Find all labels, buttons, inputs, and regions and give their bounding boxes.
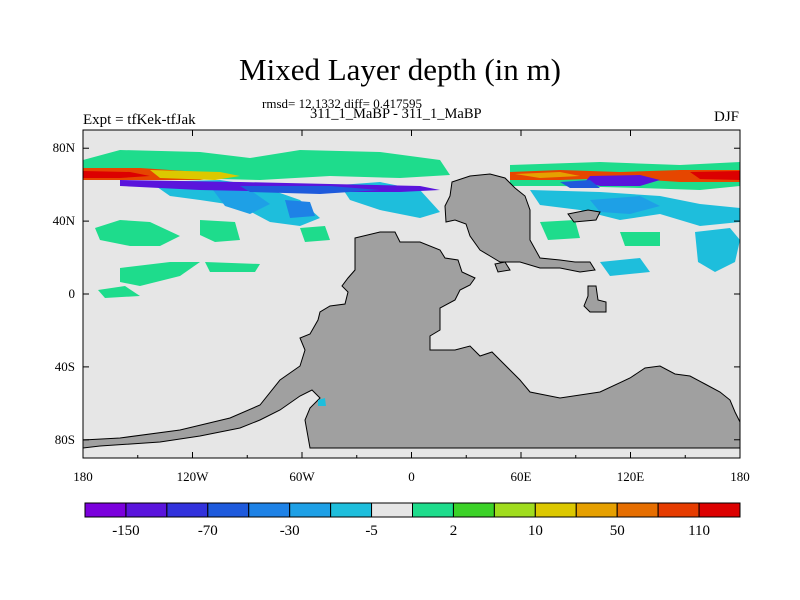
colorbar-swatch bbox=[493, 502, 536, 518]
lon-tick-label: 0 bbox=[408, 469, 415, 484]
colorbar-swatch bbox=[575, 502, 618, 518]
colorbar-swatch bbox=[616, 502, 659, 518]
lon-tick-label: 120E bbox=[617, 469, 645, 484]
contour-purple-band-east bbox=[585, 175, 660, 186]
longitude-axis: 180 120W 60W 0 60E 120E 180 bbox=[73, 130, 750, 484]
plot-title: Mixed Layer depth (in m) bbox=[239, 52, 561, 87]
contour-lightblue-east-2 bbox=[695, 228, 740, 272]
lon-tick-label: 180 bbox=[73, 469, 93, 484]
contour-lightblue-south bbox=[318, 398, 326, 406]
lon-tick-label: 180 bbox=[730, 469, 750, 484]
contour-blue-band-east bbox=[560, 180, 600, 188]
colorbar-label: -70 bbox=[198, 523, 218, 539]
colorbar-swatch bbox=[330, 502, 373, 518]
contour-green-west-3 bbox=[300, 226, 330, 242]
contour-green-west-4 bbox=[120, 262, 200, 286]
map-area bbox=[83, 130, 740, 458]
colorbar-swatch bbox=[125, 502, 168, 518]
land-northern-continent bbox=[444, 173, 596, 273]
colorbar-label: 110 bbox=[688, 523, 710, 539]
lat-tick-label: 0 bbox=[69, 286, 76, 301]
contour-darkred-band-east bbox=[690, 171, 740, 180]
contour-green-east-2 bbox=[620, 232, 660, 246]
lon-tick-label: 120W bbox=[177, 469, 210, 484]
latitude-axis: 80N 40N 0 40S 80S bbox=[53, 140, 740, 447]
colorbar-swatch bbox=[657, 502, 700, 518]
land-masses bbox=[83, 173, 740, 449]
land-island-2 bbox=[583, 285, 607, 313]
colorbar-label: -150 bbox=[112, 523, 140, 539]
colorbar: -150 -70 -30 -5 2 10 50 110 bbox=[84, 502, 741, 539]
colorbar-swatch bbox=[248, 502, 291, 518]
land-island-3 bbox=[494, 261, 511, 273]
colorbar-label: 2 bbox=[450, 523, 458, 539]
colorbar-swatch bbox=[289, 502, 332, 518]
contour-blue-east-1 bbox=[590, 196, 660, 214]
lat-tick-label: 80S bbox=[55, 432, 75, 447]
colorbar-swatch bbox=[84, 502, 127, 518]
colorbar-label: 10 bbox=[528, 523, 543, 539]
contour-green-west-6 bbox=[98, 286, 140, 298]
contour-blue-west-2 bbox=[285, 200, 315, 218]
lat-tick-label: 40N bbox=[53, 213, 76, 228]
contour-blue-west-1 bbox=[210, 186, 270, 214]
colorbar-label: -30 bbox=[280, 523, 300, 539]
lat-tick-label: 80N bbox=[53, 140, 76, 155]
contour-orange-band-east bbox=[515, 172, 580, 178]
colorbar-swatch bbox=[166, 502, 209, 518]
lon-tick-label: 60E bbox=[511, 469, 532, 484]
contour-green-east-1 bbox=[540, 220, 580, 240]
colorbar-swatch bbox=[412, 502, 454, 518]
contour-green-west-1 bbox=[95, 220, 180, 246]
colorbar-label: 50 bbox=[610, 523, 625, 539]
contour-lightblue-east-3 bbox=[600, 258, 650, 276]
land-main-continent bbox=[83, 231, 740, 449]
colorbar-swatch bbox=[452, 502, 495, 518]
plot-subtitle: 311_1_MaBP - 311_1_MaBP bbox=[310, 106, 482, 122]
colorbar-swatch bbox=[534, 502, 577, 518]
lat-tick-label: 40S bbox=[55, 359, 75, 374]
contour-yellow-band-west bbox=[150, 170, 240, 180]
season-label: DJF bbox=[713, 109, 739, 125]
lon-tick-label: 60W bbox=[289, 469, 315, 484]
contour-darkred-band-west bbox=[83, 171, 150, 178]
stats-text: rmsd= 12.1332 diff= 0.417595 bbox=[262, 96, 422, 111]
contour-blue-band-west bbox=[240, 186, 380, 194]
colorbar-label: -5 bbox=[365, 523, 378, 539]
colorbar-swatch bbox=[207, 502, 250, 518]
contour-green-west-5 bbox=[205, 262, 260, 272]
colorbar-swatch bbox=[698, 502, 741, 518]
contour-fills bbox=[83, 150, 740, 298]
experiment-label: Expt = tfKek-tfJak bbox=[83, 112, 196, 128]
colorbar-swatch bbox=[371, 502, 413, 518]
land-island-1 bbox=[567, 209, 601, 223]
contour-green-west-2 bbox=[200, 220, 240, 242]
